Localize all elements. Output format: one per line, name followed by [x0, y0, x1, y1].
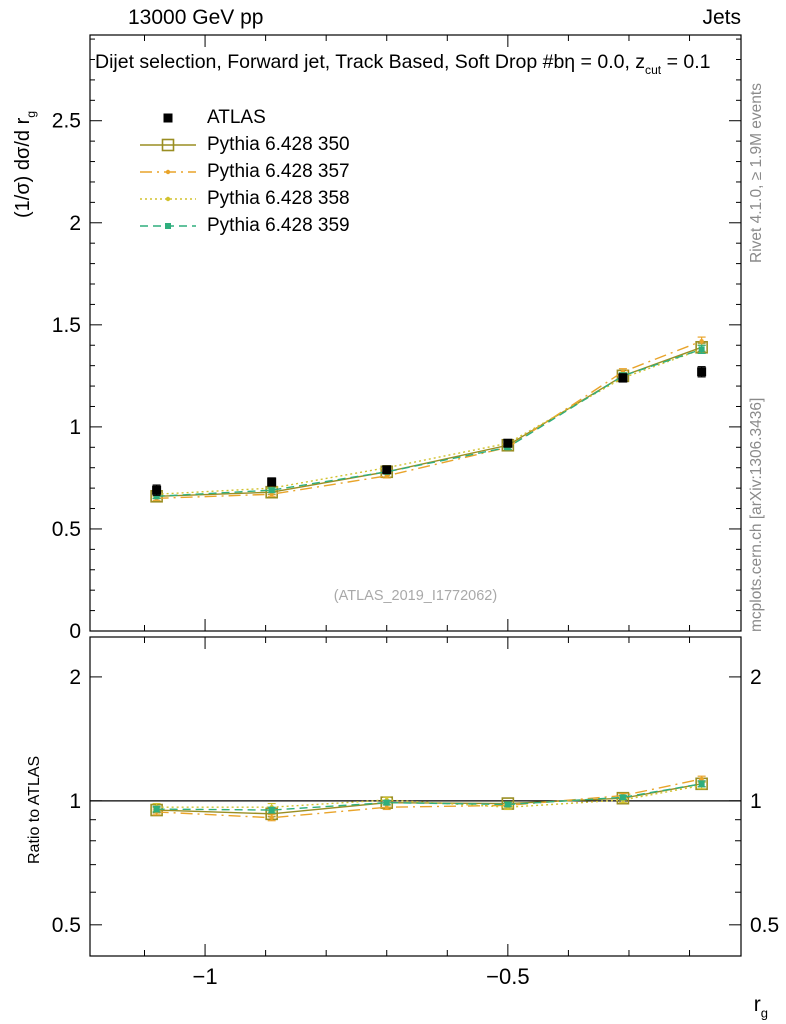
svg-text:0.5: 0.5 — [52, 518, 81, 541]
svg-text:0: 0 — [69, 620, 81, 643]
legend-item-pythia-350: Pythia 6.428 350 — [138, 131, 350, 158]
plot-title-suffix: = 0.1 — [661, 51, 711, 73]
legend-label-pythia-359: Pythia 6.428 359 — [207, 214, 350, 236]
main-panel-series — [150, 336, 708, 503]
beam-energy-label: 13000 GeV pp — [128, 6, 264, 29]
legend-marker-pythia-359 — [140, 222, 196, 229]
svg-text:2: 2 — [69, 666, 81, 689]
legend-label-pythia-357: Pythia 6.428 357 — [207, 160, 350, 182]
svg-text:1: 1 — [750, 790, 762, 813]
legend: ATLAS Pythia 6.428 350 Pythia 6.428 357 … — [138, 104, 350, 239]
series-pythia-6-428-350 — [150, 340, 708, 503]
svg-text:−0.5: −0.5 — [486, 964, 529, 989]
legend-item-pythia-357: Pythia 6.428 357 — [138, 158, 350, 185]
x-axis-title-subscript: g — [760, 1005, 768, 1021]
series-pythia-6-428-358 — [152, 344, 706, 497]
legend-label-pythia-358: Pythia 6.428 358 — [207, 187, 350, 209]
ratio-axis-title: Ratio to ATLAS — [26, 755, 43, 864]
y-axis-title: (1/σ) dσ/d rg — [12, 111, 38, 218]
plot-frames — [89, 34, 742, 957]
svg-text:2: 2 — [69, 212, 81, 235]
series-pythia-6-428-357 — [152, 336, 706, 501]
svg-text:0.5: 0.5 — [52, 914, 81, 937]
process-label: Jets — [702, 6, 741, 29]
tick-labels: 0 0.5 1 1.5 2 2.5 0.5 0.5 1 1 2 2 −1 −0.5 — [52, 110, 779, 989]
plot-title-text: Dijet selection, Forward jet, Track Base… — [95, 51, 646, 73]
svg-text:0.5: 0.5 — [750, 914, 779, 937]
legend-item-atlas: ATLAS — [138, 104, 350, 131]
x-axis-title-text: r — [753, 993, 761, 1016]
legend-item-pythia-358: Pythia 6.428 358 — [138, 185, 350, 212]
legend-marker-pythia-357 — [140, 169, 196, 174]
rivet-version-note: Rivet 4.1.0, ≥ 1.9M events — [748, 83, 765, 263]
svg-text:−1: −1 — [193, 964, 218, 989]
series-atlas-data — [152, 366, 707, 496]
legend-label-atlas: ATLAS — [207, 106, 266, 128]
plot-title: Dijet selection, Forward jet, Track Base… — [95, 51, 711, 77]
svg-text:1: 1 — [69, 790, 81, 813]
y-axis-title-subscript: g — [24, 110, 39, 118]
svg-text:2: 2 — [750, 666, 762, 689]
mcplots-reference-note: mcplots.cern.ch [arXiv:1306.3436] — [748, 397, 765, 632]
legend-marker-pythia-358 — [140, 196, 196, 201]
legend-marker-pythia-350 — [140, 138, 196, 151]
legend-item-pythia-359: Pythia 6.428 359 — [138, 212, 350, 239]
legend-label-pythia-350: Pythia 6.428 350 — [207, 133, 350, 155]
plot-title-subscript: cut — [645, 63, 662, 78]
svg-text:1.5: 1.5 — [52, 314, 81, 337]
legend-marker-atlas — [163, 113, 173, 122]
x-axis-title: rg — [754, 993, 768, 1021]
ratio-pythia-6-428-359 — [152, 780, 706, 814]
svg-text:2.5: 2.5 — [52, 110, 81, 133]
svg-text:1: 1 — [69, 416, 81, 439]
y-axis-title-text: (1/σ) dσ/d r — [12, 117, 34, 218]
analysis-id-watermark: (ATLAS_2019_I1772062) — [333, 588, 498, 604]
axis-ticks — [90, 35, 741, 956]
ratio-panel-series — [90, 775, 741, 822]
